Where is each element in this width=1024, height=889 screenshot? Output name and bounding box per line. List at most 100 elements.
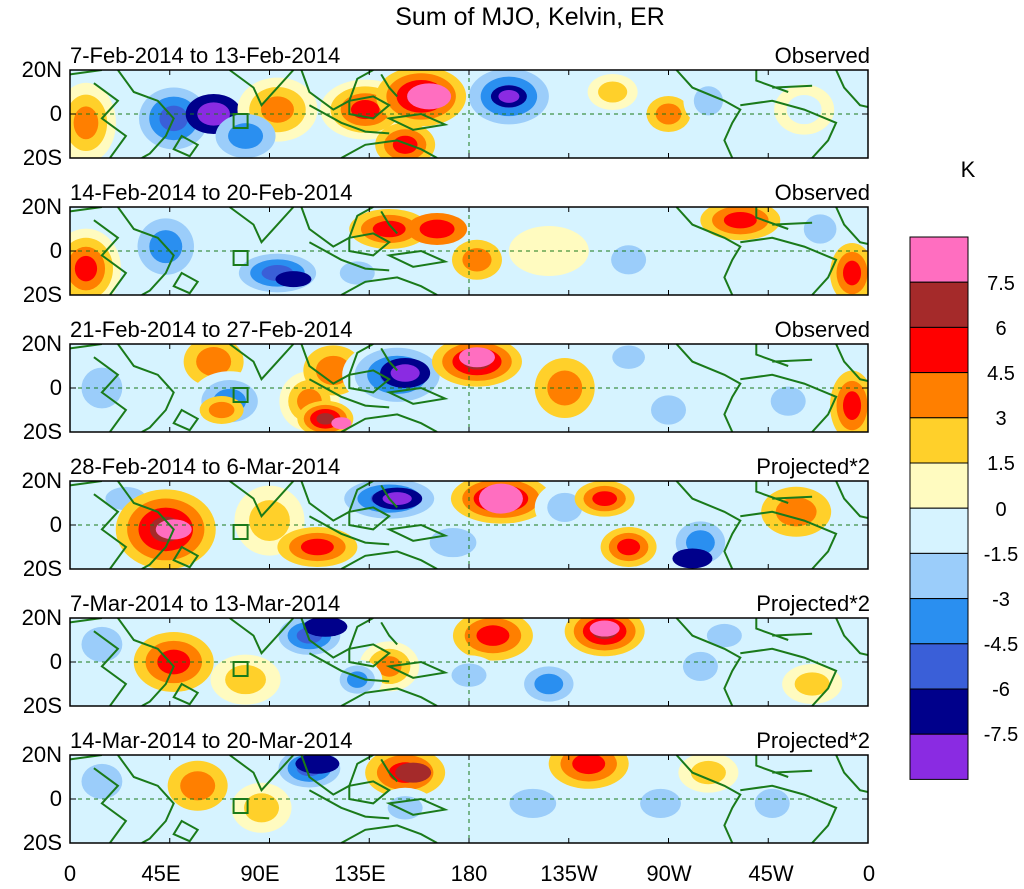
map-panel (69, 206, 869, 296)
map-panel (69, 617, 869, 707)
colorbar-swatch (909, 281, 969, 328)
colorbar-swatch (909, 688, 969, 735)
anomaly-contour (842, 391, 862, 421)
coastline (385, 660, 449, 679)
anomaly-contour (196, 347, 232, 377)
lat-label: 0 (49, 375, 62, 400)
lat-label: 20S (22, 556, 62, 581)
colorbar-label: -6 (992, 679, 1010, 701)
anomaly-contour (197, 102, 230, 126)
coastline (835, 618, 868, 656)
anomaly-contour (592, 491, 618, 507)
lat-label: 0 (49, 101, 62, 126)
panel-3-tag: Observed (774, 317, 870, 342)
colorbar-swatch (909, 326, 969, 374)
panel-3-date: 21-Feb-2014 to 27-Feb-2014 (70, 317, 353, 342)
lat-label: 20S (22, 282, 62, 307)
coastline (675, 344, 742, 432)
coastline (380, 73, 398, 98)
anomaly-contour (395, 762, 432, 783)
coastline (229, 344, 295, 381)
lat-label: 0 (49, 512, 62, 537)
anomaly-contour (534, 673, 564, 695)
coastline (93, 219, 128, 295)
anomaly-contour (572, 755, 606, 775)
anomaly-contour (462, 248, 492, 272)
coastline (740, 236, 838, 295)
coastline (340, 550, 438, 569)
coastline (348, 369, 391, 394)
anomaly-contour (208, 401, 235, 419)
coastline (340, 139, 438, 158)
coastline (172, 819, 200, 843)
coastline (385, 386, 449, 405)
anomaly-contour (419, 219, 455, 239)
coastline (740, 784, 838, 843)
coastline (229, 481, 295, 518)
lon-label-0: 0 (63, 861, 77, 886)
panel-4-date: 28-Feb-2014 to 6-Mar-2014 (70, 454, 341, 479)
anomaly-contour (331, 417, 352, 430)
colorbar-swatch (909, 462, 969, 509)
coastline (675, 481, 742, 569)
coastline (380, 484, 398, 509)
coastline (740, 647, 838, 706)
coastline (308, 652, 390, 683)
anomaly-contour (339, 261, 375, 285)
coastline (172, 408, 200, 432)
coastline (340, 687, 438, 706)
coastline (172, 545, 200, 569)
coastline (348, 780, 391, 805)
coastline (755, 755, 813, 778)
coastline (229, 755, 295, 792)
panel-1-tag: Observed (774, 43, 870, 68)
map-panel (69, 69, 869, 159)
anomaly-contour (244, 793, 280, 823)
coastline (755, 344, 813, 367)
coastline (300, 70, 374, 111)
colorbar-label: 6 (995, 318, 1007, 340)
coastline (300, 207, 374, 248)
coastline (675, 618, 742, 706)
anomaly-contour (300, 538, 334, 556)
anomaly-contour (81, 626, 123, 662)
anomaly-contour (655, 103, 682, 125)
lon-label-135e: 135E (334, 861, 386, 886)
anomaly-contour (770, 386, 806, 416)
anomaly-contour (476, 625, 510, 646)
lat-label: 20N (21, 605, 62, 630)
colorbar-swatch (909, 236, 969, 283)
coastline (308, 241, 390, 272)
panel-5-date: 7-Mar-2014 to 13-Mar-2014 (70, 591, 341, 616)
anomaly-contour (651, 395, 686, 425)
anomaly-contour (275, 271, 312, 288)
panel-4-tag: Projected*2 (756, 454, 870, 479)
anomaly-contour (261, 96, 294, 123)
map-panel (69, 343, 869, 433)
anomaly-contour (392, 135, 418, 154)
map-panel (69, 480, 869, 570)
colorbar-unit: K (960, 157, 976, 182)
coastline (385, 249, 449, 268)
coastline (340, 276, 438, 295)
anomaly-contour (598, 81, 628, 103)
lon-label-180: 180 (450, 861, 488, 886)
colorbar-swatch (909, 552, 969, 600)
anomaly-contour (180, 771, 216, 801)
lat-label: 20N (21, 57, 62, 82)
coastline (300, 618, 374, 659)
figure-title: Sum of MJO, Kelvin, ER (395, 3, 665, 31)
coastline (755, 481, 813, 504)
lon-label-90e: 90E (240, 861, 280, 886)
coastline (172, 682, 200, 706)
colorbar-swatch (909, 643, 969, 690)
coastline (308, 515, 390, 546)
coastline (675, 755, 742, 843)
colorbar-label: -7.5 (983, 724, 1019, 746)
anomaly-contour (157, 649, 191, 675)
panel-1-date: 7-Feb-2014 to 13-Feb-2014 (70, 43, 341, 68)
coastline (385, 112, 449, 131)
coastline (380, 347, 398, 372)
anomaly-contour (640, 788, 681, 818)
